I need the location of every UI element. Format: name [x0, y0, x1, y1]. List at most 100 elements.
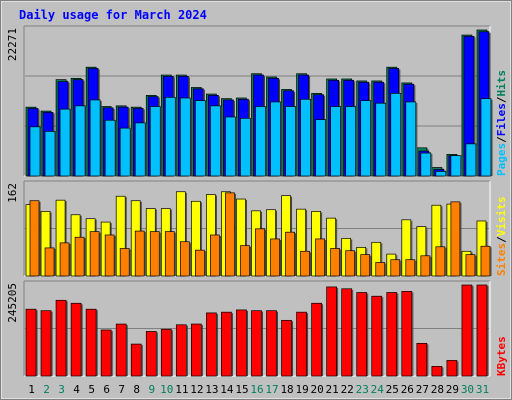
pages-bar-fill: [44, 131, 56, 177]
pages-bar: [225, 116, 237, 177]
kbytes-bar: [401, 291, 414, 377]
sites-bar: [179, 241, 191, 277]
sites-bar: [480, 245, 492, 277]
pages-bar: [134, 122, 147, 177]
sites-bar-fill: [450, 201, 461, 277]
pages-bar: [405, 101, 418, 177]
pages-bar-fill: [450, 155, 462, 177]
pages-bar-fill: [74, 105, 86, 177]
x-tick-label: 4: [73, 383, 80, 396]
sites-bar: [405, 259, 417, 277]
x-tick-label: 27: [416, 383, 429, 396]
kbytes-bar-fill: [100, 329, 112, 377]
x-tick-label: 22: [341, 383, 354, 396]
x-tick-label: 12: [190, 383, 203, 396]
kbytes-bar-fill: [476, 284, 488, 377]
pages-bar-fill: [315, 119, 326, 177]
legend-pages: Pages: [495, 143, 508, 176]
sites-bar: [134, 230, 146, 277]
pages-bar: [465, 143, 478, 177]
kbytes-bar-fill: [356, 292, 368, 377]
kbytes-bar: [371, 295, 384, 377]
kbytes-bar: [221, 311, 233, 377]
kbytes-bar-fill: [175, 324, 187, 377]
kbytes-bar-fill: [281, 319, 292, 377]
pages-bar: [480, 98, 493, 177]
x-tick-label: 21: [326, 383, 339, 396]
x-tick-label: 8: [133, 383, 140, 396]
legend-text: Sites/Visits: [495, 197, 508, 277]
sites-bar: [465, 254, 477, 277]
sites-bar: [89, 231, 101, 277]
sites-bar-fill: [149, 231, 160, 277]
sites-bar: [119, 248, 131, 277]
sites-bar: [360, 254, 372, 277]
x-tick-label: 20: [311, 383, 324, 396]
sites-bar-fill: [270, 238, 280, 277]
pages-bar-fill: [89, 99, 101, 177]
kbytes-bar-fill: [296, 311, 307, 377]
sites-bar-fill: [405, 259, 416, 277]
pages-bar-fill: [179, 97, 191, 177]
pages-bar: [74, 105, 87, 177]
pages-bar-fill: [270, 101, 281, 177]
x-tick-label: 3: [58, 383, 65, 396]
kbytes-bar-fill: [70, 302, 82, 377]
sites-bar-fill: [119, 248, 130, 277]
pages-bar: [164, 96, 177, 177]
sites-bar-fill: [435, 246, 446, 277]
kbytes-bar-fill: [55, 299, 67, 377]
sites-bar-fill: [225, 192, 235, 277]
pages-bar: [149, 106, 162, 177]
pages-bar: [210, 105, 222, 177]
kbytes-bar-fill: [115, 323, 127, 377]
pages-bar-fill: [435, 171, 447, 177]
kbytes-bar-fill: [341, 288, 353, 377]
pages-bar-fill: [134, 122, 146, 177]
x-tick-label: 28: [431, 383, 444, 396]
sites-bar-fill: [210, 234, 220, 277]
kbytes-bar: [145, 331, 158, 377]
kbytes-bar-fill: [206, 312, 217, 377]
pages-bar: [420, 152, 433, 177]
kbytes-bar-fill: [191, 323, 202, 377]
pages-bar-fill: [360, 100, 372, 177]
kbytes-bar: [431, 366, 444, 377]
pages-bar-fill: [300, 98, 311, 177]
y-max-label: 22271: [6, 28, 19, 61]
sites-bar: [255, 228, 266, 277]
legend-visits-sites: Sites/Visits: [495, 197, 508, 277]
pages-bar: [255, 106, 267, 177]
kbytes-bar: [100, 329, 113, 377]
legend-hits: Hits: [495, 70, 508, 97]
sites-bar-fill: [390, 259, 401, 277]
kbytes-bar: [281, 319, 294, 377]
kbytes-bar: [236, 309, 248, 377]
pages-bar-fill: [345, 106, 357, 177]
pages-bar-fill: [104, 119, 116, 177]
panel-visits-sites: 162 Sites/Visits: [6, 180, 508, 277]
pages-bar-fill: [420, 152, 432, 177]
legend-kbytes: KBytes: [495, 336, 508, 376]
sites-bar: [104, 234, 116, 277]
sites-bar-fill: [465, 254, 476, 277]
kbytes-bar-fill: [311, 302, 322, 377]
pages-bar-fill: [375, 102, 387, 177]
pages-bar: [104, 119, 117, 177]
sites-bar: [74, 236, 86, 277]
kbytes-bar: [160, 328, 173, 377]
x-tick-label: 24: [371, 383, 385, 396]
x-tick-label: 14: [220, 383, 234, 396]
sites-bar: [164, 231, 176, 277]
legend-separator: /: [495, 96, 508, 103]
kbytes-bar-fill: [160, 328, 172, 377]
panel-kbytes: 245205 KBytes: [6, 280, 508, 377]
pages-bar-fill: [255, 106, 266, 177]
legend-kbytes: KBytes: [495, 336, 508, 376]
x-tick-label: 2: [43, 383, 50, 396]
kbytes-bar-fill: [431, 366, 443, 377]
kbytes-bar: [266, 310, 279, 377]
x-tick-label: 7: [118, 383, 125, 396]
x-tick-label: 10: [160, 383, 173, 396]
